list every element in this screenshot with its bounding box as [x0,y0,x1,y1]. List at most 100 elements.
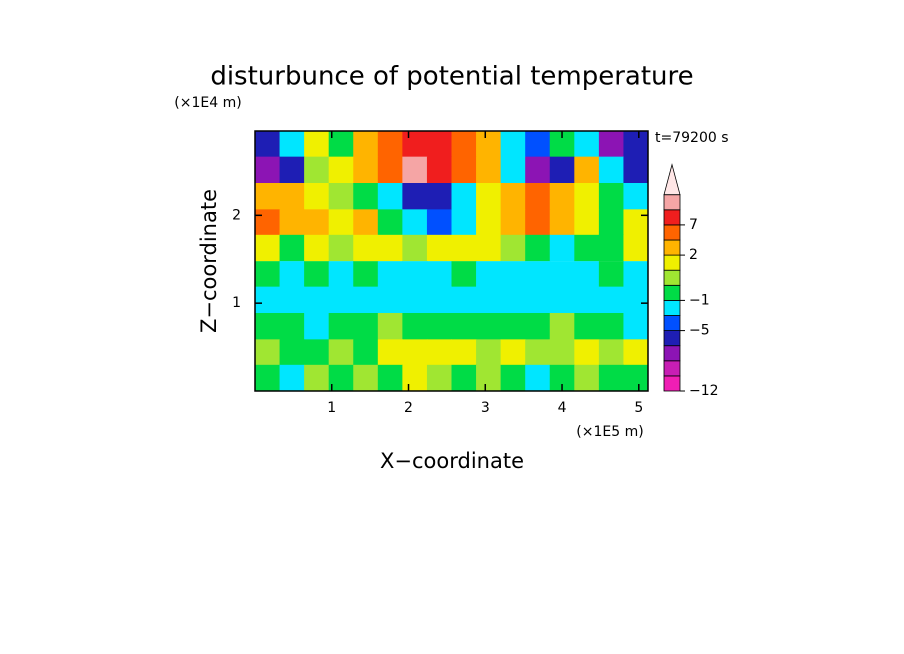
contour-cell [451,156,477,184]
contour-cell [598,209,624,236]
colorbar-band [663,330,681,347]
contour-cell [402,156,428,184]
contour-cell [598,339,624,366]
contour-cell [598,131,624,158]
contour-cell [525,261,551,288]
x-tick-label: 2 [404,400,413,416]
contour-cell [574,261,600,288]
contour-cell [279,313,305,340]
contour-cell [426,234,452,262]
contour-cell [353,364,379,392]
contour-cell [451,234,477,262]
contour-cell [279,261,305,288]
contour-cell [574,313,600,340]
contour-cell [549,234,575,262]
contour-cell [623,364,649,392]
contour-cell [279,339,305,366]
y-unit: (×1E4 m) [174,95,241,111]
colorbar-band [663,224,681,241]
contour-cell [279,364,305,392]
contour-cell [451,261,477,288]
contour-cell [353,261,379,288]
contour-cell [377,183,403,210]
contour-cell [304,209,330,236]
contour-field [255,131,649,392]
contour-cell [328,261,354,288]
colorbar-tick-label: −1 [689,292,710,308]
plot-frame [254,130,649,392]
contour-cell [402,234,428,262]
contour-cell [377,209,403,236]
colorbar-band [663,209,681,226]
contour-cell [377,234,403,262]
y-tick-label: 1 [232,295,241,311]
contour-cell [500,209,526,236]
contour-cell [402,261,428,288]
contour-cell [574,364,600,392]
contour-cell [255,261,281,288]
contour-cell [328,313,354,340]
x-axis-label: X−coordinate [380,449,524,473]
y-tick-label: 2 [232,207,241,223]
contour-cell [549,156,575,184]
contour-cell [623,261,649,288]
contour-cell [426,156,452,184]
contour-cell [451,209,477,236]
contour-cell [279,234,305,262]
colorbar-band [663,269,681,286]
contour-cell [353,286,379,314]
contour-cell [525,286,551,314]
contour-cell [279,209,305,236]
contour-cell [598,286,624,314]
contour-cell [525,209,551,236]
contour-cell [353,156,379,184]
contour-cell [426,339,452,366]
contour-cell [476,156,502,184]
contour-cell [549,286,575,314]
contour-cell [598,234,624,262]
chart-title: disturbunce of potential temperature [210,62,693,92]
contour-cell [377,286,403,314]
contour-cell [525,234,551,262]
contour-cell [353,234,379,262]
contour-cell [598,156,624,184]
contour-cell [426,286,452,314]
x-tick-label: 5 [634,400,643,416]
contour-cell [255,131,281,158]
contour-cell [304,183,330,210]
contour-cell [255,364,281,392]
contour-cell [255,313,281,340]
contour-cell [623,131,649,158]
contour-cell [476,286,502,314]
contour-cell [402,339,428,366]
contour-cell [476,261,502,288]
contour-cell [525,339,551,366]
contour-cell [525,156,551,184]
contour-cell [500,286,526,314]
contour-cell [476,234,502,262]
contour-cell [598,364,624,392]
colorbar-band [663,284,681,301]
colorbar-band [663,360,681,377]
contour-cell [476,209,502,236]
colorbar-band [663,254,681,271]
contour-cell [353,313,379,340]
contour-cell [574,209,600,236]
colorbar-band [663,375,681,392]
contour-cell [500,364,526,392]
contour-cell [255,234,281,262]
contour-cell [279,131,305,158]
contour-cell [304,286,330,314]
contour-cell [500,339,526,366]
contour-cell [426,183,452,210]
contour-cell [574,234,600,262]
contour-cell [402,183,428,210]
x-tick-label: 1 [327,400,336,416]
contour-cell [525,313,551,340]
x-unit: (×1E5 m) [576,424,643,440]
contour-cell [451,313,477,340]
contour-cell [426,209,452,236]
contour-cell [525,364,551,392]
contour-cell [500,234,526,262]
